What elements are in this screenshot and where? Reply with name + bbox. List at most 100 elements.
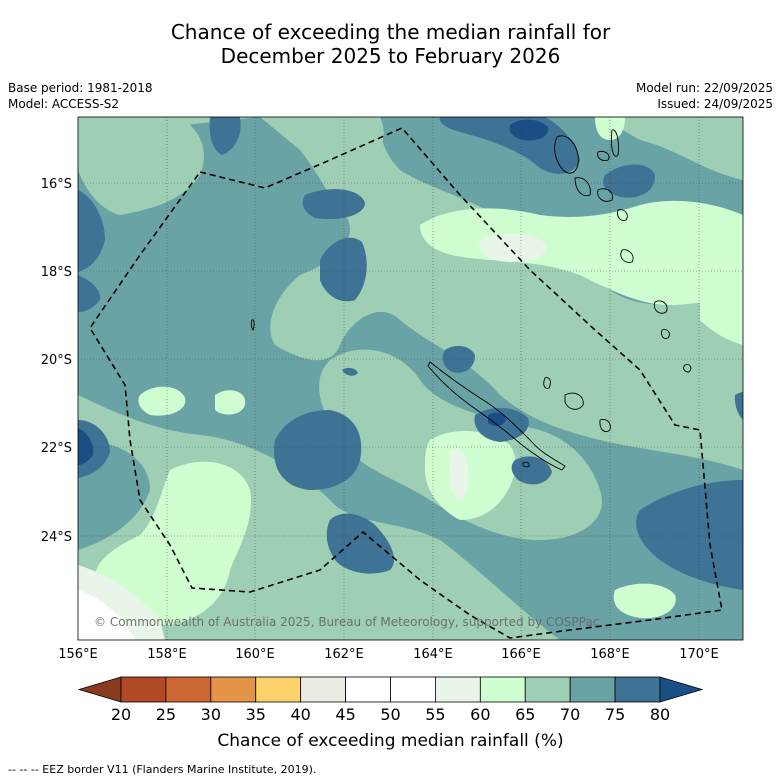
colorbar-segment: [479, 676, 526, 703]
colorbar-tick: 50: [380, 705, 401, 724]
ouvea: [543, 377, 551, 389]
zone-75-west: [78, 190, 105, 272]
lon-label-170: 170°E: [679, 647, 719, 662]
colorbar-tick: 60: [470, 705, 491, 724]
zone-55-north: [479, 233, 546, 262]
colorbar-segment: [120, 676, 167, 703]
meta-right: Model run: 22/09/2025 Issued: 24/09/2025: [636, 80, 773, 112]
zone-55-south: [449, 448, 469, 500]
colorbar-arrow-high: [659, 676, 704, 703]
model-name: Model: ACCESS-S2: [8, 97, 120, 111]
vanuatu-efate: [597, 188, 614, 202]
copyright-notice: © Commonwealth of Australia 2025, Bureau…: [94, 615, 599, 629]
vanuatu-north: [611, 129, 619, 157]
lat-label-24: 24°S: [41, 530, 72, 545]
colorbar-tick: 30: [200, 705, 221, 724]
zone-65-top: [280, 117, 384, 166]
zone-60-southcentral: [425, 430, 516, 520]
title-line-2: December 2025 to February 2026: [220, 44, 561, 68]
lat-label-16: 16°S: [41, 177, 72, 192]
colorbar-segment: [390, 676, 436, 703]
meta-left: Base period: 1981-2018 Model: ACCESS-S2: [8, 80, 153, 112]
map-frame: [77, 116, 744, 641]
lat-label-22: 22°S: [41, 441, 72, 456]
vanuatu-aneityum: [653, 300, 668, 314]
zone-75-southcentral: [326, 513, 395, 574]
model-run: Model run: 22/09/2025: [635, 81, 773, 95]
colorbar-tick: 55: [425, 705, 446, 724]
lon-axis: 156°E 158°E 160°E 162°E 164°E 166°E 168°…: [58, 647, 719, 662]
zone-80-noumea: [488, 412, 506, 427]
colorbar-tick: 45: [335, 705, 356, 724]
colorbar-segment: [614, 676, 661, 703]
new-caledonia: [427, 361, 566, 471]
zone-60-blob-e: [613, 583, 676, 619]
zone-60-blob-c: [215, 390, 246, 415]
zone-75-southeast: [636, 480, 743, 590]
colorbar-segment: [300, 676, 346, 703]
vanuatu-malakula: [574, 177, 591, 197]
colorbar-segment: [210, 676, 257, 703]
lifou: [564, 392, 584, 410]
zone-75-small-3: [342, 367, 358, 376]
zone-75-centerwest: [274, 410, 362, 490]
zone-60-north: [420, 200, 743, 305]
colorbar-arrow-low: [77, 676, 122, 703]
hunter-island: [661, 329, 670, 339]
zone-60-east: [700, 290, 743, 345]
lon-label-158: 158°E: [147, 647, 187, 662]
zone-80-west: [78, 428, 94, 465]
colorbar-tick: 65: [515, 705, 536, 724]
vanuatu-banks: [597, 151, 610, 161]
lon-label-166: 166°E: [501, 647, 541, 662]
colorbar-tick: 25: [155, 705, 177, 724]
zone-60-northeast-tip: [595, 117, 625, 140]
zone-60-blob-w: [138, 386, 186, 416]
colorbar-segment: [435, 676, 481, 703]
gridlines: [78, 117, 743, 640]
zone-65-northwest: [78, 117, 204, 215]
matthew-island: [683, 364, 692, 373]
colorbar-tick: 40: [290, 705, 311, 724]
zone-75-small-2: [511, 456, 552, 485]
chesterfield: [250, 319, 255, 331]
map-title: Chance of exceeding the median rainfall …: [0, 20, 781, 68]
zone-75-ne-right: [603, 164, 655, 198]
map-fill: [78, 117, 743, 640]
lat-axis: 16°S 18°S 20°S 22°S 24°S: [41, 177, 72, 545]
colorbar-tick: 75: [604, 705, 626, 724]
colorbar-tick: 20: [110, 705, 132, 724]
zone-75-upper: [302, 189, 365, 220]
colorbar-tick: 70: [559, 705, 581, 724]
lon-label-160: 160°E: [235, 647, 275, 662]
vanuatu-erromango: [617, 209, 628, 221]
colorbar-segment: [524, 676, 571, 703]
zone-75-topleft: [209, 117, 241, 155]
zone-50-southwest: [78, 590, 135, 640]
zone-75-east-edge: [734, 392, 743, 420]
issued-date: Issued: 24/09/2025: [657, 97, 773, 111]
colorbar-label: Chance of exceeding median rainfall (%): [217, 731, 564, 751]
eez-border: [89, 127, 723, 639]
vanuatu-espiritu: [554, 135, 579, 174]
islands: [250, 129, 692, 471]
colorbar-segment: [165, 676, 212, 703]
lat-label-20: 20°S: [41, 353, 72, 368]
lon-label-156: 156°E: [58, 647, 98, 662]
zone-75-midwest: [320, 237, 367, 302]
base-period: Base period: 1981-2018: [8, 81, 153, 95]
lon-label-164: 164°E: [413, 647, 453, 662]
lon-label-162: 162°E: [324, 647, 364, 662]
eez-legend-footnote: -- -- -- EEZ border V11 (Flanders Marine…: [8, 763, 317, 776]
zone-60-southwest: [94, 461, 251, 625]
lat-label-18: 18°S: [41, 265, 72, 280]
colorbar-tick: 80: [649, 705, 671, 724]
colorbar-segment: [345, 676, 391, 703]
title-line-1: Chance of exceeding the median rainfall …: [170, 20, 611, 44]
colorbar-segment: [255, 676, 302, 703]
lon-label-168: 168°E: [590, 647, 630, 662]
zone-75-small-1: [442, 345, 475, 373]
isle-of-pines: [522, 461, 530, 468]
vanuatu-tanna: [620, 249, 634, 263]
